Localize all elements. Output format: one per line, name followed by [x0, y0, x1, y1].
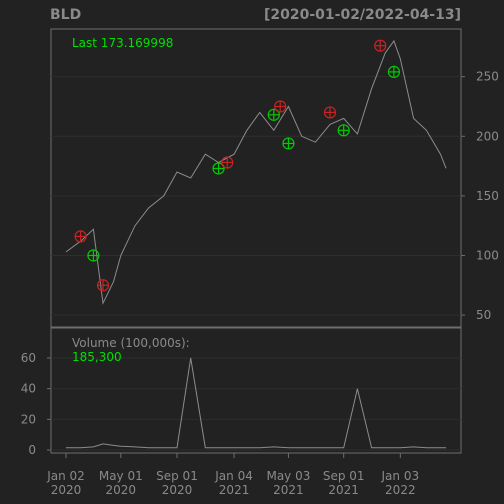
x-tick-month: Sep 01 [156, 469, 198, 483]
price-tick-label: 200 [476, 129, 499, 143]
volume-tick-label: 20 [21, 412, 36, 426]
x-tick-year: 2020 [51, 483, 82, 497]
chart-date-range: [2020-01-02/2022-04-13] [264, 7, 461, 23]
volume-axis: 60 40 20 0 [21, 351, 51, 457]
volume-title: Volume (100,000s): [72, 336, 190, 350]
price-tick-label: 150 [476, 189, 499, 203]
x-tick-year: 2022 [385, 483, 416, 497]
volume-grid [51, 357, 461, 451]
price-tick-label: 50 [476, 308, 491, 322]
last-price-label: Last 173.169998 [72, 36, 173, 50]
volume-panel [50, 327, 462, 454]
volume-series-line [66, 357, 446, 449]
chart-title: BLD [50, 7, 81, 23]
price-tick-label: 250 [476, 70, 499, 84]
volume-tick-label: 40 [21, 382, 36, 396]
volume-value: 185,300 [72, 350, 122, 364]
x-tick-year: 2020 [162, 483, 193, 497]
price-panel [50, 28, 462, 328]
trade-signals [74, 39, 401, 292]
x-tick-year: 2021 [219, 483, 250, 497]
x-tick-month: Jan 04 [214, 469, 253, 483]
price-axis: 250 200 150 100 50 [461, 70, 499, 322]
volume-tick-label: 0 [28, 443, 36, 457]
x-tick-month: May 01 [99, 469, 143, 483]
price-series-line [65, 39, 447, 305]
x-tick-month: Sep 01 [323, 469, 365, 483]
x-tick-month: Jan 02 [46, 469, 85, 483]
x-tick-year: 2021 [273, 483, 304, 497]
x-tick-year: 2020 [106, 483, 137, 497]
x-tick-month: May 03 [266, 469, 310, 483]
volume-tick-label: 60 [21, 351, 36, 365]
x-tick-month: Jan 03 [381, 469, 420, 483]
x-tick-year: 2021 [328, 483, 359, 497]
price-tick-label: 100 [476, 248, 499, 262]
